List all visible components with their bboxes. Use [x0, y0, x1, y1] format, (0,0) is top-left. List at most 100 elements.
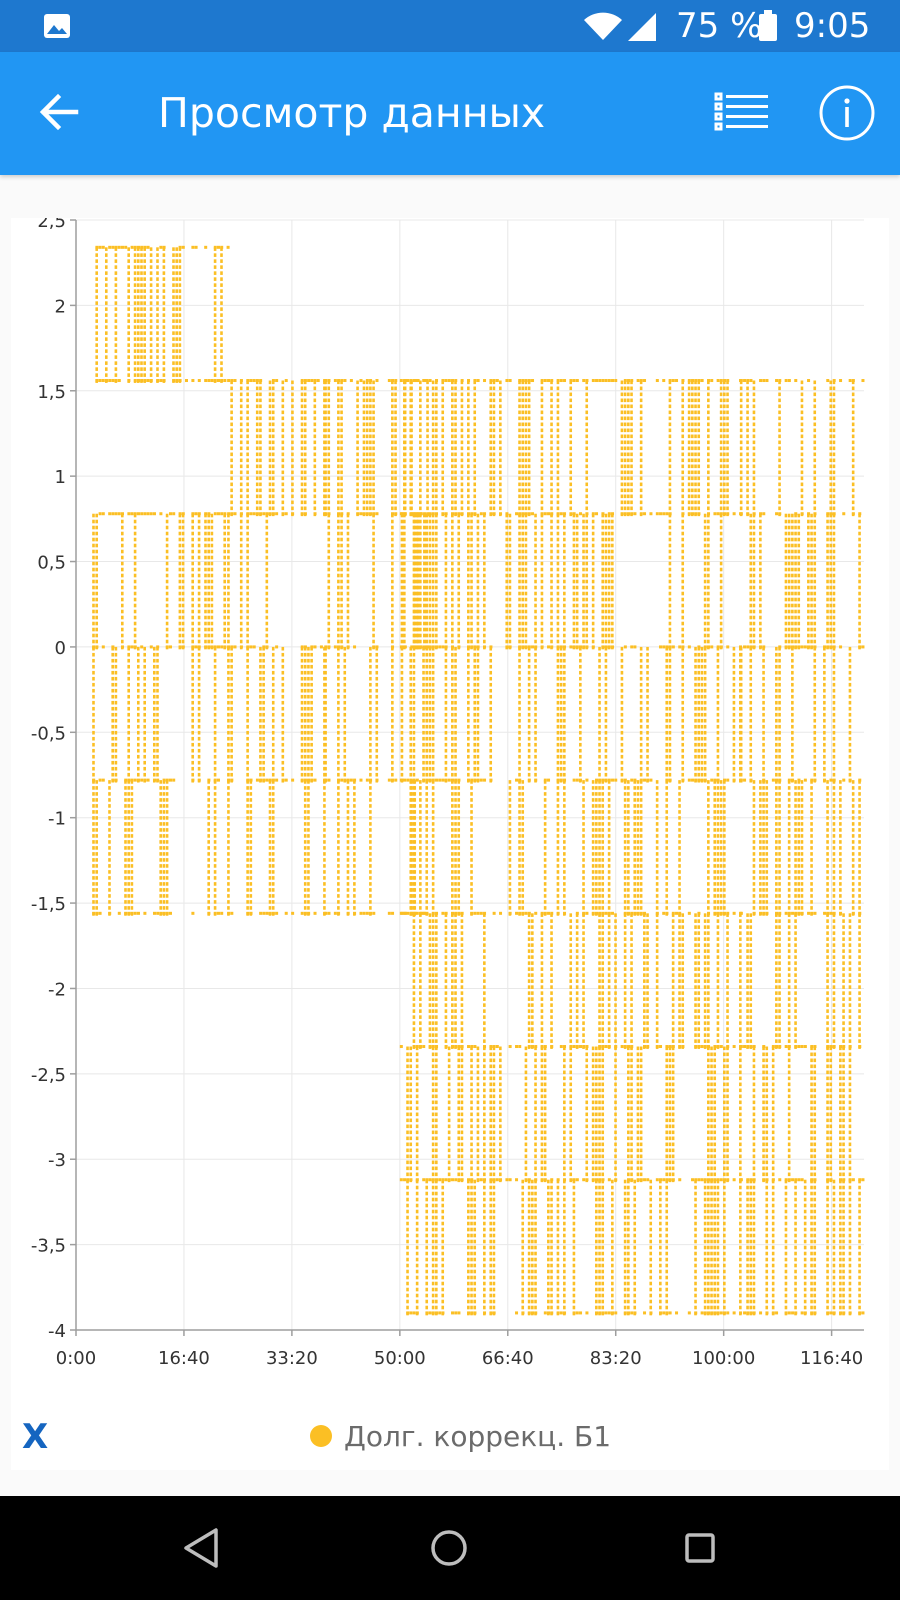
data-point: [265, 543, 269, 548]
data-point: [246, 712, 249, 717]
data-point: [412, 676, 416, 681]
data-point: [415, 579, 419, 584]
data-point: [467, 555, 470, 560]
data-point: [419, 452, 422, 457]
data-point: [252, 645, 256, 649]
data-point: [435, 973, 438, 977]
data-point: [356, 464, 359, 469]
data-point: [324, 380, 327, 385]
data-point: [422, 700, 425, 705]
data-point: [346, 888, 350, 892]
data-point: [323, 858, 326, 862]
info-icon[interactable]: [816, 82, 878, 144]
data-point: [412, 543, 416, 548]
data-point: [268, 810, 272, 814]
data-point: [431, 1070, 435, 1075]
data-point: [259, 754, 262, 759]
data-point: [259, 766, 262, 771]
data-point: [327, 386, 331, 391]
data-point: [271, 798, 275, 802]
list-icon[interactable]: [712, 84, 772, 144]
data-point: [457, 639, 461, 644]
data-point: [207, 519, 210, 524]
data-point: [337, 736, 340, 741]
data-point: [136, 742, 140, 747]
back-arrow-icon[interactable]: [30, 82, 90, 142]
data-point: [460, 967, 464, 971]
data-point: [197, 537, 201, 542]
data-point: [265, 621, 269, 626]
data-point: [246, 513, 249, 518]
data-point: [369, 488, 372, 493]
data-point: [431, 664, 435, 669]
data-point: [337, 392, 340, 397]
data-point: [412, 760, 416, 765]
data-point: [327, 621, 331, 626]
data-point: [230, 911, 234, 915]
data-point: [406, 1263, 409, 1268]
data-point: [210, 591, 214, 596]
data-point: [391, 682, 394, 687]
data-point: [431, 822, 435, 826]
data-point: [249, 852, 253, 856]
data-point: [423, 561, 426, 566]
data-point: [303, 670, 307, 675]
data-point: [425, 1275, 429, 1280]
data-point: [227, 754, 230, 759]
data-point: [213, 911, 217, 915]
data-point: [327, 543, 331, 548]
data-point: [92, 906, 95, 910]
data-point: [95, 615, 98, 620]
data-point: [415, 585, 419, 590]
data-point: [359, 512, 363, 516]
data-point: [136, 730, 140, 735]
data-point: [159, 379, 163, 383]
data-point: [431, 955, 435, 959]
data-point: [220, 343, 223, 347]
data-point: [457, 537, 461, 542]
data-point: [178, 295, 182, 299]
data-point: [140, 319, 143, 323]
data-point: [454, 786, 457, 790]
data-point: [178, 585, 182, 590]
data-point: [127, 682, 130, 687]
data-point: [369, 428, 372, 433]
data-point: [431, 937, 435, 941]
data-point: [400, 609, 404, 614]
data-point: [136, 245, 140, 249]
data-point: [197, 597, 201, 602]
data-point: [460, 404, 464, 409]
data-point: [391, 591, 394, 596]
data-point: [220, 313, 223, 317]
data-point: [444, 736, 448, 741]
data-point: [431, 694, 435, 699]
data-point: [349, 778, 353, 782]
data-point: [435, 1088, 438, 1093]
data-point: [136, 301, 140, 305]
data-point: [409, 876, 413, 880]
data-point: [108, 882, 111, 886]
data-point: [130, 846, 134, 850]
data-point: [431, 973, 435, 977]
data-point: [391, 573, 394, 578]
data-point: [346, 531, 350, 536]
data-point: [470, 911, 474, 915]
data-point: [178, 379, 182, 383]
data-point: [346, 864, 350, 868]
data-point: [400, 658, 404, 663]
data-point: [428, 621, 432, 626]
data-point: [340, 380, 343, 385]
data-point: [460, 386, 464, 391]
data-point: [197, 712, 201, 717]
data-point: [303, 822, 307, 826]
data-point: [337, 748, 340, 753]
data-point: [327, 416, 331, 421]
data-point: [127, 253, 130, 257]
data-point: [451, 658, 454, 663]
data-point: [133, 307, 137, 311]
data-point: [271, 736, 275, 741]
data-point: [457, 1070, 461, 1075]
data-point: [391, 500, 394, 505]
data-point: [114, 706, 118, 711]
data-point: [428, 772, 432, 777]
